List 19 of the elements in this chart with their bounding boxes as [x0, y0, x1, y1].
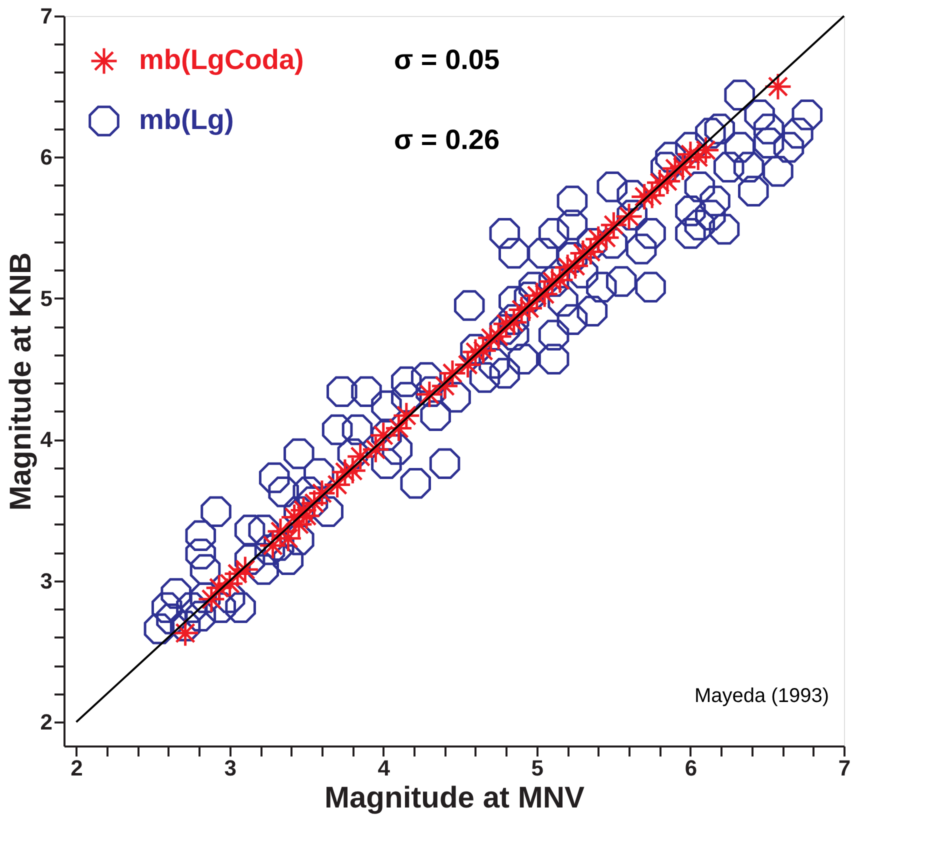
x-tick-label: 5	[531, 756, 544, 780]
annotation: Mayeda (1993)	[694, 685, 829, 707]
x-tick-label: 4	[378, 756, 391, 780]
x-tick-label: 7	[838, 756, 851, 780]
x-tick-label: 3	[224, 756, 236, 780]
y-tick-label: 4	[40, 427, 54, 452]
annotation: σ = 0.05	[394, 44, 500, 75]
annotation: σ = 0.26	[394, 124, 500, 155]
legend-label: mb(LgCoda)	[139, 44, 304, 75]
y-tick-label: 5	[40, 286, 52, 311]
x-tick-label: 2	[70, 756, 83, 780]
y-axis-title: Magnitude at KNB	[4, 252, 38, 511]
y-tick-label: 3	[40, 568, 52, 594]
legend-label: mb(Lg)	[139, 104, 234, 135]
x-axis-title: Magnitude at MNV	[324, 782, 584, 814]
y-tick-label: 2	[40, 709, 52, 734]
x-tick-label: 6	[684, 756, 698, 780]
y-tick-label: 6	[40, 144, 52, 170]
y-tick-label: 7	[40, 4, 52, 28]
